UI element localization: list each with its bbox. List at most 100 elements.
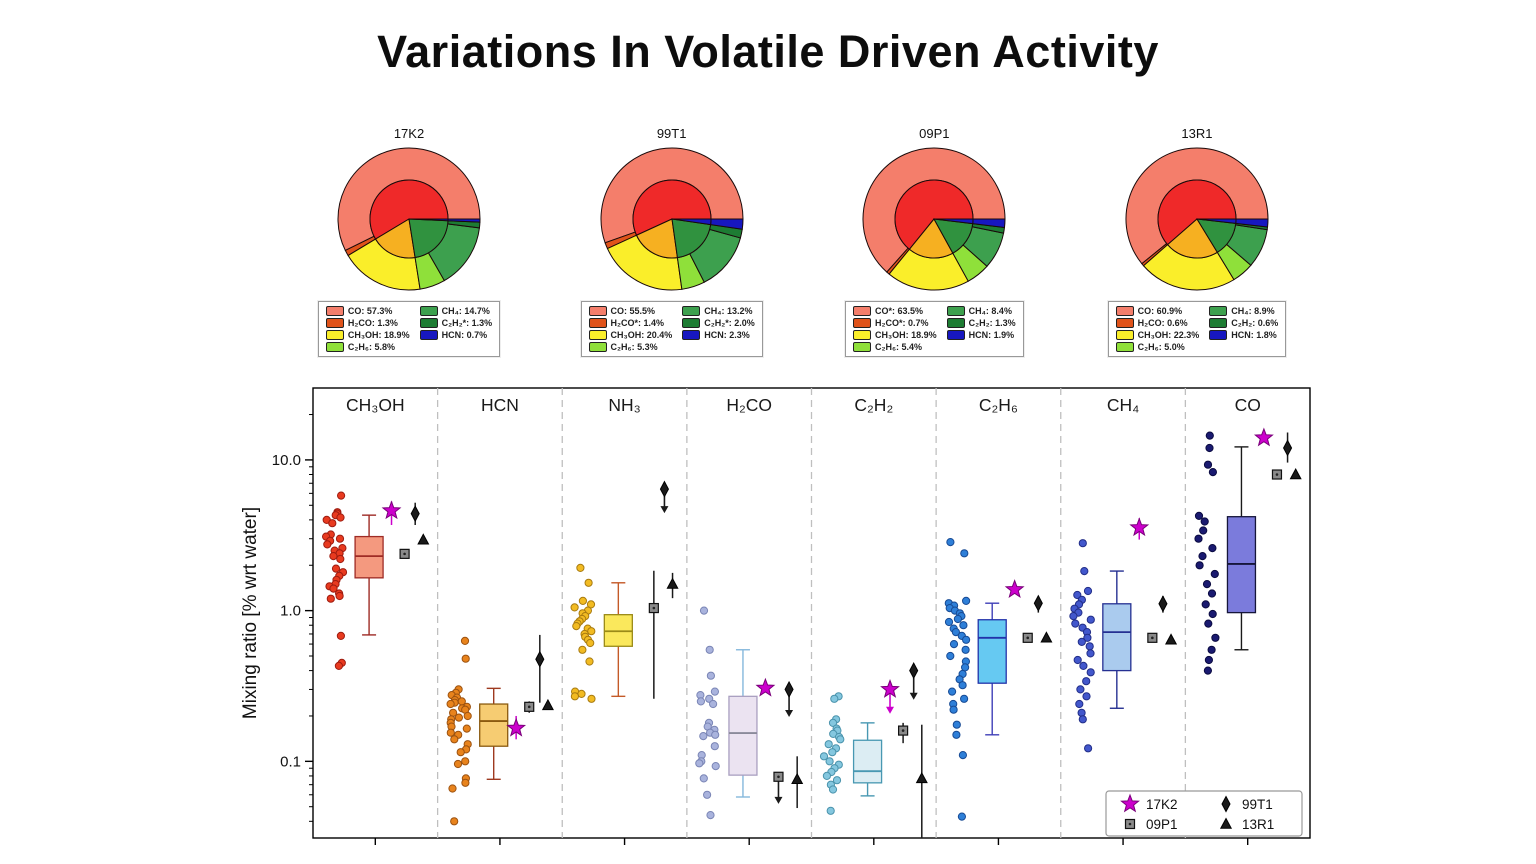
scatter-point [453,759,463,769]
legend-label: CH₃OH: 18.9% [347,330,410,340]
scatter-point [953,614,963,624]
box [977,619,1007,684]
scatter-point [1084,744,1093,753]
marker-diamond [659,480,670,498]
marker-diamond [1158,595,1168,613]
pie-inner-slice [1196,218,1237,224]
scatter-point [1086,668,1095,677]
legend-label: CH₃OH: 18.9% [874,330,937,340]
legend-label: CH₄: 8.9% [1231,306,1275,316]
box [354,535,384,579]
scatter-point [826,806,835,815]
scatter-point [1194,534,1203,543]
pie-chart-13R1 [1125,147,1269,291]
scatter-point [961,645,970,654]
legend-item-C2H2: C₂H₂: 0.6% [1209,318,1278,328]
scatter-point [959,621,968,630]
scatter-point [962,635,971,644]
scatter-point [696,697,705,706]
scatter-point [1073,590,1082,600]
scatter-point [709,699,718,709]
scatter-point [1082,677,1091,686]
marker-star [506,717,527,737]
marker-square-dot [1128,822,1132,826]
scatter-point [962,596,971,605]
legend-swatch [588,306,607,316]
scatter-point [1205,443,1214,453]
legend-swatch [946,318,965,328]
legend-item-CH3OH: CH₃OH: 18.9% [852,330,937,340]
marker-triangle [417,533,430,545]
scatter-point [450,817,459,826]
plot-frame [312,387,1311,839]
legend-label: C₂H₆: 5.8% [347,342,395,352]
scatter-point [948,687,957,696]
legend-label: C₂H₆: 5.4% [874,342,923,352]
scatter-point [1086,615,1095,624]
scatter-point [1208,609,1217,619]
pie-inner-slice [1166,218,1218,259]
scatter-point [822,771,832,780]
y-tick-label: 10.0 [272,452,301,469]
scatter-point [828,748,837,757]
pie-inner-slice [671,218,711,259]
marker-triangle [791,772,804,785]
scatter-point [585,657,594,666]
scatter-point [456,748,465,757]
legend-swatch [325,306,344,316]
scatter-point [1199,526,1208,535]
legend-label: H₂CO*: 0.7% [874,318,929,328]
pie-chart-99T1 [600,147,744,291]
upper-limit-arrow [785,709,794,717]
scatter-point [570,692,579,701]
legend-item-CH4: CH₄: 14.7% [419,306,493,316]
legend-label: HCN: 1.8% [1231,330,1277,340]
scatter-point [706,811,715,820]
pie-title: 09P1 [919,126,950,141]
scatter-point [460,636,470,645]
marker-triangle [1289,467,1302,480]
scatter-point [699,774,708,783]
pie-inner-slice [894,179,974,250]
legend-label: C₂H₆: 5.0% [1137,342,1185,352]
legend-swatch [419,318,438,328]
figure-title: Variations In Volatile Driven Activity [377,26,1159,77]
boxplot-section: 10.0 1.0 0.1 Mixing ratio [% wrt water] CH₃O… [230,383,1330,862]
y-tick-label: 1.0 [280,603,301,620]
pie-title: 13R1 [1181,126,1213,141]
marker-square-dot [527,705,531,709]
pie-group-17K2: 17K2 CO: 57.3% H₂CO: 1.3% CH₃OH: 18.9% C₂H₆:… [283,126,535,357]
legend-label: C₂H₂: 1.3% [968,318,1016,328]
scatter-point [1202,580,1212,589]
scatter-point [1204,655,1214,665]
scatter-point [1079,661,1088,670]
pie-inner-slice [632,179,712,236]
marker-star [755,677,776,697]
panel-label: H₂CO [726,395,772,415]
pie-inner-slice [408,218,449,222]
box [852,739,883,784]
scatter-point [960,549,969,558]
scatter-point [703,790,712,799]
box [1102,603,1132,672]
scatter-point [944,617,954,627]
scatter-point [1077,708,1086,717]
legend-swatch [852,306,871,316]
marker-diamond [1221,795,1231,813]
scatter-point [711,730,720,739]
legend-item-C2H6: C₂H₆: 5.8% [325,342,410,352]
scatter-point [1086,649,1095,658]
marker-square-dot [777,775,780,779]
scatter-point [450,735,459,744]
upper-limit-arrow [909,692,918,700]
comet-legend-label: 13R1 [1242,817,1274,832]
scatter-point [710,742,719,751]
scatter-point [1080,567,1089,576]
scatter-point [336,513,345,522]
scatter-point [695,759,704,768]
pie-group-99T1: 99T1 CO: 55.5% H₂CO*: 1.4% CH₃OH: 20.4% C₂H₆… [546,126,798,357]
legend-label: CH₄: 14.7% [441,306,490,316]
legend-label: CH₄: 8.4% [968,306,1012,316]
pie-inner-slice [374,218,416,259]
legend-swatch [325,342,344,352]
